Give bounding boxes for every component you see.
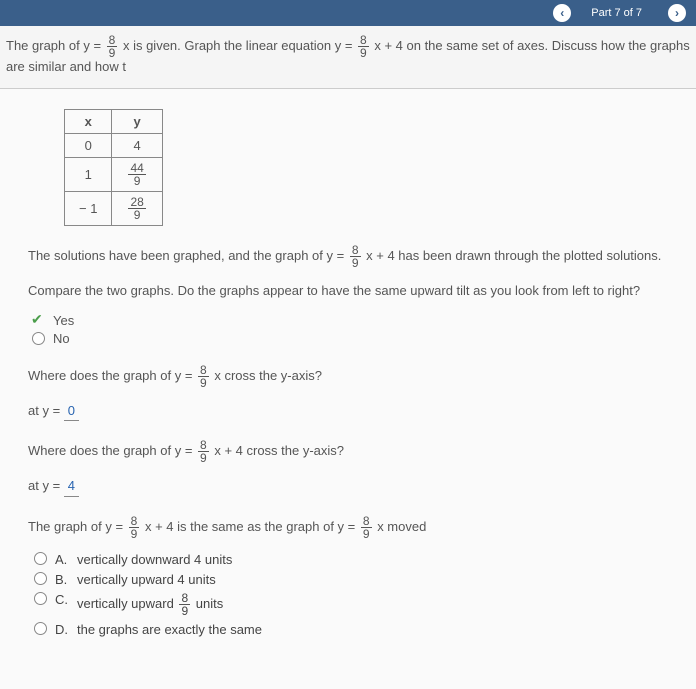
fraction: 8 9 <box>179 592 190 617</box>
text: The graph of y = <box>28 518 127 533</box>
next-button[interactable]: › <box>668 4 686 22</box>
choice-yes[interactable]: Yes <box>32 313 678 328</box>
fraction: 8 9 <box>350 244 361 269</box>
choice-no[interactable]: No <box>32 331 678 346</box>
text: at y = <box>28 478 64 493</box>
fraction: 44 9 <box>128 162 145 187</box>
value-table: x y 0 4 1 44 9 − 1 28 9 <box>64 109 163 226</box>
table-row: 1 44 9 <box>65 158 163 192</box>
cell-y: 44 9 <box>112 158 162 192</box>
content-area: x y 0 4 1 44 9 − 1 28 9 <box>0 89 696 689</box>
denominator: 9 <box>350 257 361 269</box>
fraction: 8 9 <box>129 515 140 540</box>
mc-letter: A. <box>55 552 71 567</box>
denominator: 9 <box>128 175 145 187</box>
text: x + 4 is the same as the graph of y = <box>145 518 359 533</box>
multiple-choice-list: A. vertically downward 4 units B. vertic… <box>34 552 678 637</box>
text: x + 4 has been drawn through the plotted… <box>366 248 661 263</box>
fraction: 28 9 <box>128 196 145 221</box>
fraction: 8 9 <box>107 34 118 59</box>
choice-label: No <box>53 331 70 346</box>
table-row: − 1 28 9 <box>65 192 163 226</box>
question-prompt: The graph of y = 8 9 x is given. Graph t… <box>0 26 696 89</box>
text: x cross the y-axis? <box>214 367 322 382</box>
mc-letter: B. <box>55 572 71 587</box>
denominator: 9 <box>361 528 372 540</box>
check-icon <box>32 313 46 327</box>
text: x + 4 cross the y-axis? <box>214 443 344 458</box>
choice-label: Yes <box>53 313 74 328</box>
denominator: 9 <box>358 47 369 59</box>
cell-x: − 1 <box>65 192 112 226</box>
text: units <box>196 595 223 610</box>
text: The solutions have been graphed, and the… <box>28 248 348 263</box>
mc-option-a[interactable]: A. vertically downward 4 units <box>34 552 678 567</box>
radio-icon <box>34 572 47 585</box>
numerator: 8 <box>129 515 140 528</box>
cell-y: 28 9 <box>112 192 162 226</box>
radio-icon <box>34 592 47 605</box>
denominator: 9 <box>198 452 209 464</box>
question-cross-2: Where does the graph of y = 8 9 x + 4 cr… <box>28 439 678 464</box>
question-cross-1: Where does the graph of y = 8 9 x cross … <box>28 364 678 389</box>
cell-x: 1 <box>65 158 112 192</box>
mc-text: the graphs are exactly the same <box>77 622 262 637</box>
mc-letter: D. <box>55 622 71 637</box>
denominator: 9 <box>107 47 118 59</box>
numerator: 8 <box>179 592 190 605</box>
mc-option-b[interactable]: B. vertically upward 4 units <box>34 572 678 587</box>
numerator: 8 <box>361 515 372 528</box>
radio-icon <box>32 332 45 345</box>
cell-x: 0 <box>65 134 112 158</box>
denominator: 9 <box>128 209 145 221</box>
part-label: Part 7 of 7 <box>591 7 642 19</box>
table-header-row: x y <box>65 110 163 134</box>
fraction: 8 9 <box>198 364 209 389</box>
cell-y: 4 <box>112 134 162 158</box>
mc-text: vertically upward 4 units <box>77 572 216 587</box>
col-x-header: x <box>65 110 112 134</box>
denominator: 9 <box>129 528 140 540</box>
mc-letter: C. <box>55 592 71 607</box>
mc-option-c[interactable]: C. vertically upward 8 9 units <box>34 592 678 617</box>
mc-text: vertically downward 4 units <box>77 552 232 567</box>
text: at y = <box>28 403 64 418</box>
top-bar: ‹ Part 7 of 7 › <box>0 0 696 26</box>
table-row: 0 4 <box>65 134 163 158</box>
text: Where does the graph of y = <box>28 443 196 458</box>
mc-option-d[interactable]: D. the graphs are exactly the same <box>34 622 678 637</box>
text: vertically upward <box>77 595 177 610</box>
answer-value[interactable]: 0 <box>64 401 79 422</box>
radio-icon <box>34 622 47 635</box>
text: x moved <box>377 518 426 533</box>
fraction: 8 9 <box>358 34 369 59</box>
denominator: 9 <box>179 605 190 617</box>
radio-icon <box>34 552 47 565</box>
denominator: 9 <box>198 377 209 389</box>
fraction: 8 9 <box>198 439 209 464</box>
question-tilt: Compare the two graphs. Do the graphs ap… <box>28 281 678 301</box>
mc-text: vertically upward 8 9 units <box>77 592 223 617</box>
fraction: 8 9 <box>361 515 372 540</box>
answer-cross-2: at y = 4 <box>28 476 678 497</box>
prompt-text: The graph of y = <box>6 38 105 53</box>
answer-value[interactable]: 4 <box>64 476 79 497</box>
numerator: 8 <box>198 364 209 377</box>
prev-button[interactable]: ‹ <box>553 4 571 22</box>
prompt-text: x is given. Graph the linear equation y … <box>123 38 356 53</box>
question-moved: The graph of y = 8 9 x + 4 is the same a… <box>28 515 678 540</box>
answer-cross-1: at y = 0 <box>28 401 678 422</box>
col-y-header: y <box>112 110 162 134</box>
statement-1: The solutions have been graphed, and the… <box>28 244 678 269</box>
text: Where does the graph of y = <box>28 367 196 382</box>
